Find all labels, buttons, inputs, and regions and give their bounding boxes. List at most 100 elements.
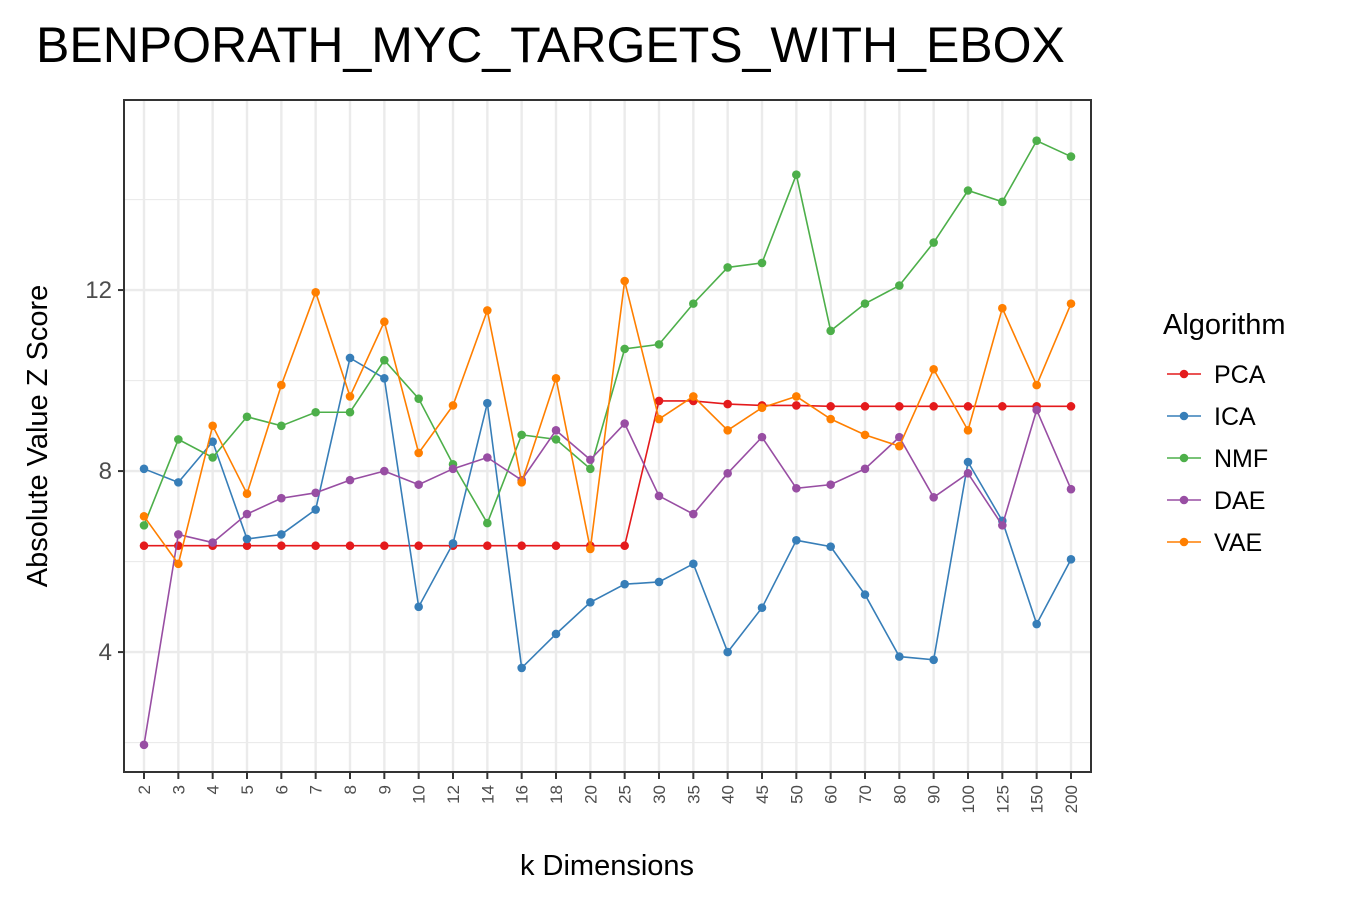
data-point: [1032, 619, 1041, 629]
series-layer: [139, 136, 1076, 750]
data-point: [551, 629, 561, 639]
data-point: [380, 317, 389, 327]
data-point: [860, 299, 870, 308]
data-point: [448, 401, 458, 410]
data-point: [174, 478, 183, 487]
data-point: [277, 380, 286, 390]
x-tick-label: 150: [1028, 785, 1047, 813]
data-point: [208, 453, 217, 462]
data-point: [860, 464, 870, 474]
data-point: [723, 426, 732, 435]
x-tick-label: 12: [444, 785, 463, 804]
data-point: [242, 489, 252, 498]
data-point: [277, 530, 286, 539]
data-point: [963, 469, 973, 478]
data-point: [895, 441, 904, 451]
data-point: [414, 541, 423, 551]
x-tick-label: 16: [513, 785, 532, 804]
data-point: [208, 437, 217, 446]
data-point: [757, 603, 767, 613]
data-point: [311, 541, 320, 551]
data-point: [723, 469, 732, 478]
data-point: [517, 430, 526, 440]
x-axis-title: k Dimensions: [520, 850, 694, 882]
data-point: [586, 544, 595, 554]
legend-item-nmf: NMF: [1167, 445, 1268, 473]
data-point: [689, 299, 698, 308]
data-point: [345, 407, 355, 417]
data-point: [380, 541, 389, 551]
data-point: [208, 538, 217, 547]
data-point: [998, 521, 1007, 530]
x-tick-label: 18: [547, 785, 566, 804]
data-point: [895, 402, 904, 411]
data-point: [345, 392, 355, 401]
data-point: [174, 435, 183, 444]
data-point: [963, 426, 973, 435]
data-point: [860, 590, 870, 599]
data-point: [963, 402, 973, 411]
series-line: [143, 280, 1072, 566]
legend-item-ica: ICA: [1167, 403, 1256, 431]
series-ica: [139, 353, 1076, 673]
series-line: [143, 356, 1072, 670]
data-point: [1032, 405, 1041, 415]
data-point: [139, 541, 149, 551]
data-point: [551, 435, 561, 444]
data-point: [757, 258, 767, 268]
data-point: [620, 276, 629, 286]
legend-title: Algorithm: [1163, 309, 1286, 341]
data-point: [1066, 152, 1076, 161]
data-point: [586, 464, 595, 474]
data-point: [551, 426, 561, 435]
data-point: [414, 480, 423, 489]
legend-item-dae: DAE: [1167, 487, 1265, 515]
data-point: [139, 740, 149, 750]
legend-item-pca: PCA: [1167, 361, 1266, 389]
data-point: [895, 652, 904, 661]
data-point: [620, 541, 629, 551]
data-point: [929, 402, 938, 411]
data-point: [139, 512, 149, 521]
legend-label: DAE: [1214, 487, 1265, 515]
data-point: [860, 402, 870, 411]
data-point: [792, 401, 801, 410]
x-tick-label: 8: [341, 785, 360, 794]
data-point: [345, 475, 355, 485]
legend-item-vae: VAE: [1167, 529, 1262, 557]
y-axis-title: Absolute Value Z Score: [22, 285, 54, 588]
x-tick-label: 20: [581, 785, 600, 804]
data-point: [208, 421, 217, 431]
data-point: [1066, 402, 1076, 411]
legend-key-point: [1179, 411, 1189, 421]
x-tick-label: 60: [822, 785, 841, 804]
chart-title: BENPORATH_MYC_TARGETS_WITH_EBOX: [36, 17, 1065, 73]
y-tick-label: 4: [99, 639, 112, 666]
x-tick-label: 6: [272, 785, 291, 794]
data-point: [483, 398, 492, 408]
data-point: [792, 170, 801, 179]
data-point: [1032, 136, 1041, 146]
data-point: [654, 491, 664, 501]
x-tick-label: 200: [1062, 785, 1081, 813]
data-point: [174, 559, 183, 569]
data-point: [723, 263, 732, 272]
data-point: [929, 655, 938, 665]
data-point: [277, 541, 286, 551]
data-point: [1066, 299, 1076, 308]
data-point: [963, 186, 973, 195]
y-tick-label: 8: [99, 458, 112, 485]
series-vae: [139, 276, 1076, 569]
x-tick-label: 10: [410, 785, 429, 804]
data-point: [277, 421, 286, 431]
data-point: [311, 288, 320, 297]
data-point: [826, 542, 835, 551]
data-point: [517, 541, 526, 551]
data-point: [1066, 555, 1076, 564]
data-point: [311, 407, 320, 417]
x-tick-label: 4: [204, 785, 223, 794]
data-point: [792, 483, 801, 493]
data-point: [792, 536, 801, 545]
x-tick-label: 7: [307, 785, 326, 794]
